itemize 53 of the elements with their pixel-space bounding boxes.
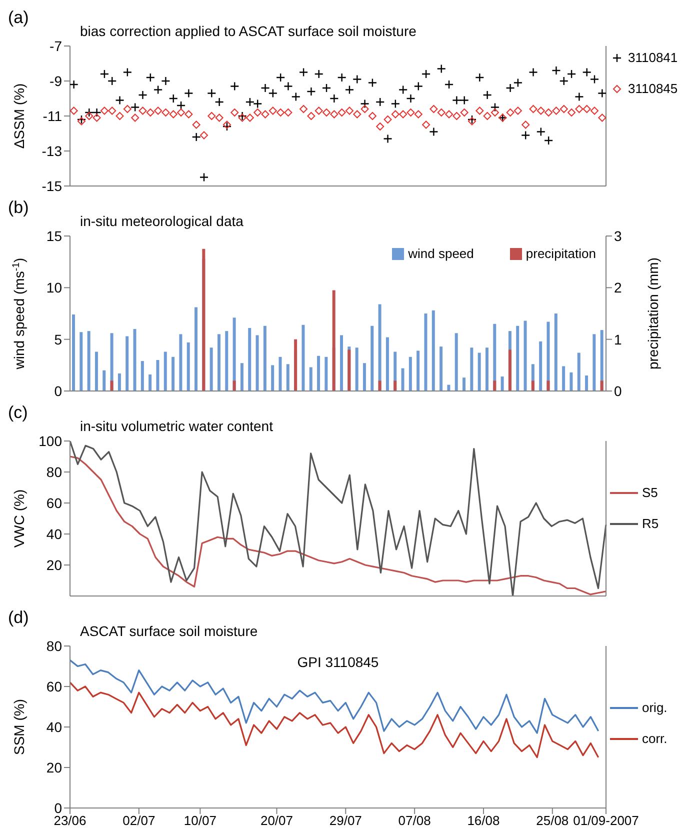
x-tick-label: 29/07	[329, 813, 362, 828]
chart-title: in-situ meteorological data	[80, 213, 244, 229]
y-tick-label: -7	[50, 38, 62, 54]
y-tick-label: 0	[54, 800, 62, 816]
legend-label: wind speed	[408, 246, 474, 261]
legend-label: 3110841	[628, 50, 678, 65]
y-tick-label: 40	[46, 718, 62, 735]
y-tick-label: 100	[38, 432, 62, 449]
chart-title: in-situ volumetric water content	[80, 418, 273, 434]
x-tick-label: 16/08	[467, 813, 500, 828]
x-tick-label: 23/06	[54, 813, 86, 828]
legend-label: R5	[642, 516, 659, 531]
y-tick-label: 40	[46, 526, 62, 542]
y2-tick-label: 1	[614, 331, 622, 348]
y-tick-label: 60	[46, 494, 62, 511]
y-tick-label: -15	[42, 178, 62, 194]
y-tick-label: 0	[54, 382, 62, 399]
legend-label: S5	[642, 485, 658, 500]
chart-title: ASCAT surface soil moisture	[80, 623, 258, 639]
y2-tick-label: 0	[614, 382, 622, 399]
y-tick-label: 20	[46, 759, 62, 776]
x-tick-label: 25/08	[536, 813, 569, 828]
y2-tick-label: 2	[614, 280, 622, 296]
y-tick-label: 80	[46, 638, 62, 654]
x-tick-label: 01/09-2007	[573, 813, 639, 828]
y-tick-label: 80	[46, 464, 62, 480]
text: (d)	[8, 608, 29, 628]
y-tick-label: -9	[50, 72, 62, 89]
text: (c)	[8, 403, 28, 423]
chart-title: bias correction applied to ASCAT surface soil moisture	[80, 23, 416, 39]
y-axis-title: SSM (%)	[11, 699, 27, 755]
y-axis-title: VWC (%)	[11, 489, 27, 548]
y-tick-label: 15	[46, 228, 62, 244]
legend-label: precipitation	[526, 246, 596, 261]
x-tick-label: 10/07	[184, 813, 216, 828]
text: (b)	[8, 198, 29, 218]
legend-label: 3110845	[628, 81, 678, 96]
x-tick-label: 07/08	[398, 813, 431, 828]
y-tick-label: 20	[46, 556, 62, 573]
legend-label: orig.	[642, 700, 668, 715]
legend-label: corr.	[642, 731, 668, 746]
y-tick-label: 60	[46, 678, 62, 694]
y2-axis-title: precipitation (mm)	[645, 257, 661, 370]
annotation: GPI 3110845	[296, 654, 380, 670]
x-tick-label: 20/07	[260, 813, 294, 828]
x-tick-label: 02/07	[122, 813, 156, 828]
y-tick-label: 10	[46, 280, 62, 296]
y-axis-title: ΔSSM (%)	[11, 83, 27, 149]
y2-tick-label: 3	[614, 228, 622, 244]
y-tick-label: -13	[42, 142, 62, 159]
text: (a)	[8, 8, 29, 28]
y-tick-label: -11	[42, 108, 62, 124]
y-tick-label: 5	[54, 331, 62, 348]
